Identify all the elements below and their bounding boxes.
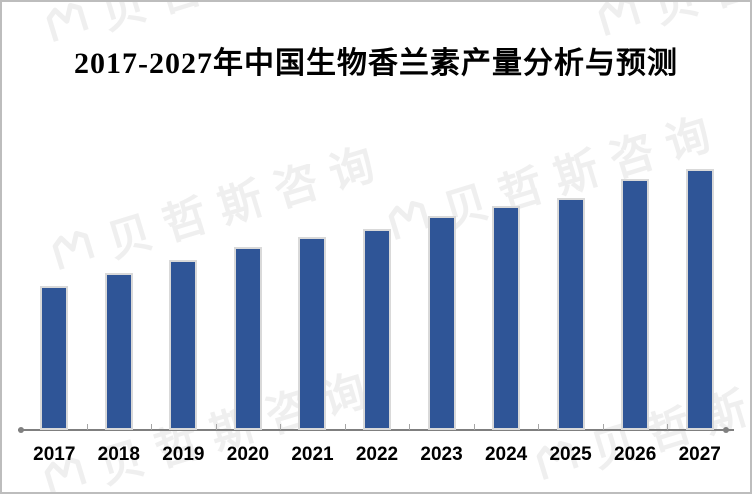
axis-endpoint-dot-right (723, 427, 729, 433)
axis-tick (667, 424, 669, 430)
bar-2020 (233, 247, 262, 430)
axis-tick (280, 424, 282, 430)
bar-2025 (556, 198, 585, 430)
bar-2022 (363, 229, 391, 430)
x-label-2025: 2025 (549, 444, 592, 465)
bar-2026 (621, 179, 650, 430)
axis-tick (86, 424, 88, 430)
axis-tick (215, 424, 217, 430)
bar-2027 (685, 169, 714, 430)
axis-tick (151, 424, 153, 430)
axis-tick (344, 424, 346, 430)
x-label-2021: 2021 (291, 444, 334, 465)
axis-tick (473, 424, 475, 430)
bar-2021 (298, 237, 327, 430)
bar-2024 (492, 206, 521, 430)
bar-2019 (169, 260, 198, 430)
x-label-2022: 2022 (355, 444, 399, 465)
x-label-2023: 2023 (420, 444, 463, 465)
bar-2017 (40, 286, 69, 430)
x-label-2017: 2017 (33, 444, 76, 465)
chart-title: 2017-2027年中国生物香兰素产量分析与预测 (74, 47, 678, 80)
x-label-2020: 2020 (226, 444, 270, 465)
axis-tick (409, 424, 411, 430)
axis-tick (538, 424, 540, 430)
axis-endpoint-dot-left (18, 427, 24, 433)
bar-2023 (427, 216, 456, 430)
x-label-2019: 2019 (162, 444, 205, 465)
x-label-2024: 2024 (484, 444, 528, 465)
x-label-2027: 2027 (678, 444, 721, 465)
axis-tick (602, 424, 604, 430)
x-label-2018: 2018 (97, 444, 140, 465)
bar-2018 (104, 273, 133, 430)
x-label-2026: 2026 (614, 444, 657, 465)
